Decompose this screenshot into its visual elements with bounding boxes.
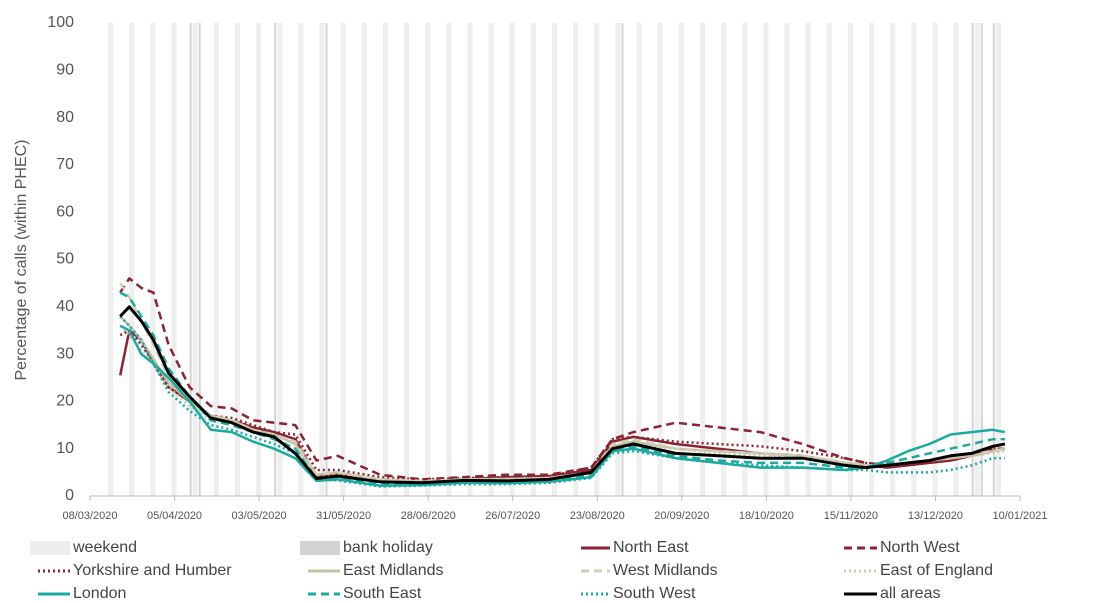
weekend-band <box>573 23 579 496</box>
weekend-band <box>890 23 896 496</box>
weekend-band <box>171 23 177 496</box>
weekend-band <box>425 23 431 496</box>
legend-label: London <box>73 585 126 602</box>
y-tick-label: 20 <box>56 393 74 410</box>
legend-swatch <box>30 541 70 555</box>
legend-label: weekend <box>72 539 137 556</box>
weekend-band <box>784 23 790 496</box>
weekend-band <box>446 23 452 496</box>
series-line <box>119 329 1005 481</box>
y-tick-label: 50 <box>56 251 74 268</box>
x-tick-label: 31/05/2020 <box>316 510 371 522</box>
weekend-band <box>742 23 748 496</box>
y-tick-label: 90 <box>56 62 74 79</box>
weekend-band <box>953 23 959 496</box>
y-tick-label: 10 <box>56 440 74 457</box>
weekend-band <box>615 23 621 496</box>
weekend-band <box>721 23 727 496</box>
legend-label: all areas <box>880 585 940 602</box>
legend-label: North West <box>880 539 960 556</box>
legend-label: West Midlands <box>613 562 718 579</box>
weekend-band <box>995 23 1001 496</box>
weekend-band <box>256 23 262 496</box>
weekend-band <box>108 23 114 496</box>
legend-label: North East <box>613 539 689 556</box>
weekend-band <box>192 23 198 496</box>
bank-holiday-band <box>325 23 328 496</box>
weekend-band <box>974 23 980 496</box>
weekend-band <box>488 23 494 496</box>
weekend-band <box>213 23 219 496</box>
weekend-band <box>340 23 346 496</box>
y-tick-label: 0 <box>65 487 74 504</box>
weekend-band <box>277 23 283 496</box>
weekend-band <box>382 23 388 496</box>
y-tick-label: 100 <box>47 14 74 31</box>
y-tick-label: 70 <box>56 156 74 173</box>
legend-label: South East <box>343 585 422 602</box>
series-line <box>119 305 1006 485</box>
weekend-band <box>594 23 600 496</box>
legend-label: Yorkshire and Humber <box>73 562 232 579</box>
bank-holiday-band <box>274 23 277 496</box>
weekend-band <box>129 23 135 496</box>
weekend-band <box>509 23 515 496</box>
legend-swatch <box>300 541 340 555</box>
x-tick-label: 20/09/2020 <box>654 510 709 522</box>
weekend-band <box>826 23 832 496</box>
y-tick-label: 40 <box>56 298 74 315</box>
weekend-band <box>467 23 473 496</box>
x-tick-label: 10/01/2021 <box>992 510 1047 522</box>
bank-holiday-band <box>621 23 624 496</box>
bank-holiday-band <box>189 23 192 496</box>
bank-holiday-band <box>992 23 995 496</box>
weekend-band <box>699 23 705 496</box>
weekend-band <box>657 23 663 496</box>
x-tick-label: 05/04/2020 <box>147 510 202 522</box>
weekend-band <box>361 23 367 496</box>
weekend-band <box>530 23 536 496</box>
legend-label: East of England <box>880 562 993 579</box>
legend-label: South West <box>613 585 696 602</box>
weekend-band <box>636 23 642 496</box>
weekend-band <box>551 23 558 496</box>
y-axis-label: Percentage of calls (within PHEC) <box>13 140 30 381</box>
x-tick-label: 26/07/2020 <box>485 510 540 522</box>
weekend-band <box>763 23 769 496</box>
weekend-band <box>234 23 240 496</box>
series-line <box>119 315 1005 488</box>
x-tick-label: 18/10/2020 <box>739 510 794 522</box>
y-tick-label: 30 <box>56 345 74 362</box>
x-tick-label: 08/03/2020 <box>62 510 117 522</box>
weekend-band <box>298 23 304 496</box>
legend-label: bank holiday <box>343 539 433 556</box>
x-tick-label: 03/05/2020 <box>232 510 287 522</box>
legend-label: East Midlands <box>343 562 444 579</box>
bank-holiday-band <box>980 23 983 496</box>
weekend-band <box>805 23 811 496</box>
y-tick-label: 60 <box>56 203 74 220</box>
weekend-band <box>932 23 938 496</box>
y-tick-label: 80 <box>56 109 74 126</box>
weekend-band <box>869 23 875 496</box>
x-tick-label: 28/06/2020 <box>401 510 456 522</box>
weekend-band <box>319 23 325 496</box>
weekend-band <box>847 23 853 496</box>
weekend-band <box>150 23 156 496</box>
bank-holiday-band <box>198 23 201 496</box>
bank-holiday-band <box>971 23 974 496</box>
weekend-band <box>678 23 684 496</box>
weekend-band <box>911 23 917 496</box>
weekend-band <box>404 23 410 496</box>
x-tick-label: 15/11/2020 <box>824 510 878 522</box>
x-tick-label: 23/08/2020 <box>570 510 625 522</box>
x-tick-label: 13/12/2020 <box>908 510 963 522</box>
